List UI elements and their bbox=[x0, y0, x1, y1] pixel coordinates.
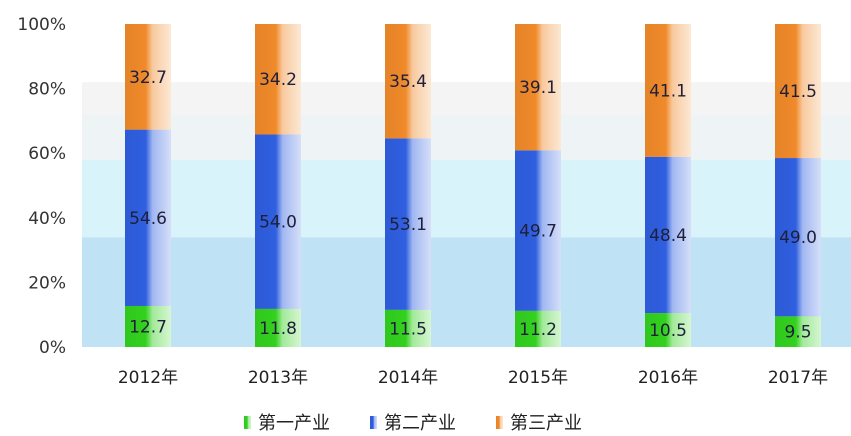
bar-segment bbox=[385, 24, 431, 139]
legend-swatch bbox=[370, 416, 377, 429]
legend-label: 第三产业 bbox=[510, 413, 582, 434]
data-label: 54.6 bbox=[129, 209, 167, 229]
x-category-label: 2014年 bbox=[378, 368, 438, 388]
background-band bbox=[82, 159, 851, 238]
y-tick-label: 100% bbox=[17, 15, 66, 35]
x-category-label: 2012年 bbox=[118, 368, 178, 388]
data-label: 11.8 bbox=[259, 319, 297, 339]
data-label: 48.4 bbox=[649, 226, 687, 246]
data-label: 12.7 bbox=[129, 317, 167, 337]
y-tick-label: 20% bbox=[28, 273, 66, 293]
background-band bbox=[82, 24, 851, 83]
data-label: 49.0 bbox=[779, 228, 817, 248]
y-tick-label: 40% bbox=[28, 209, 66, 229]
background-band bbox=[82, 237, 851, 347]
y-tick-label: 0% bbox=[39, 338, 66, 358]
y-tick-label: 60% bbox=[28, 144, 66, 164]
data-label: 49.7 bbox=[519, 222, 557, 242]
bar-segment bbox=[125, 305, 171, 347]
x-category-label: 2015年 bbox=[508, 368, 568, 388]
data-label: 32.7 bbox=[129, 68, 167, 88]
data-label: 41.5 bbox=[779, 82, 817, 102]
legend-swatch bbox=[244, 416, 251, 429]
data-label: 53.1 bbox=[389, 215, 427, 235]
data-label: 9.5 bbox=[784, 323, 811, 343]
legend-swatch bbox=[496, 416, 503, 429]
bar-segment bbox=[775, 24, 821, 159]
data-label: 39.1 bbox=[519, 78, 557, 98]
data-label: 10.5 bbox=[649, 321, 687, 341]
y-tick-label: 80% bbox=[28, 80, 66, 100]
bar-segment bbox=[645, 313, 691, 347]
data-label: 35.4 bbox=[389, 72, 427, 92]
background-band bbox=[82, 114, 851, 160]
bar-segment bbox=[645, 24, 691, 157]
x-category-label: 2013年 bbox=[248, 368, 308, 388]
bar-segment bbox=[515, 310, 561, 347]
data-label: 54.0 bbox=[259, 213, 297, 233]
bar-segment bbox=[775, 158, 821, 317]
y-axis: 0% 20% 40% 60% 80% 100% bbox=[17, 15, 66, 358]
background-bands bbox=[82, 24, 851, 347]
bar-segment bbox=[125, 129, 171, 306]
x-axis: 2012年 2013年 2014年 2015年 2016年 2017年 bbox=[118, 368, 828, 388]
bar-segment bbox=[255, 134, 301, 309]
bar-segment bbox=[255, 308, 301, 347]
legend-label: 第一产业 bbox=[258, 413, 330, 434]
data-label: 41.1 bbox=[649, 81, 687, 101]
data-label: 34.2 bbox=[259, 70, 297, 90]
data-label: 11.5 bbox=[389, 319, 427, 339]
bars: 12.7 54.6 32.7 11.8 54.0 34.2 11.5 53.1 35.4 11.2… bbox=[125, 24, 821, 347]
legend: 第一产业 第二产业 第三产业 bbox=[244, 413, 582, 434]
bar-segment bbox=[515, 24, 561, 151]
bar-segment bbox=[125, 24, 171, 130]
x-category-label: 2016年 bbox=[638, 368, 698, 388]
bar-segment bbox=[775, 316, 821, 347]
bar-segment bbox=[385, 138, 431, 310]
legend-label: 第二产业 bbox=[384, 413, 456, 434]
bar-segment bbox=[515, 150, 561, 311]
bar-segment bbox=[385, 309, 431, 347]
bar-segment bbox=[645, 156, 691, 314]
bar-segment bbox=[255, 24, 301, 135]
background-band bbox=[82, 82, 851, 115]
x-category-label: 2017年 bbox=[768, 368, 828, 388]
data-label: 11.2 bbox=[519, 320, 557, 340]
